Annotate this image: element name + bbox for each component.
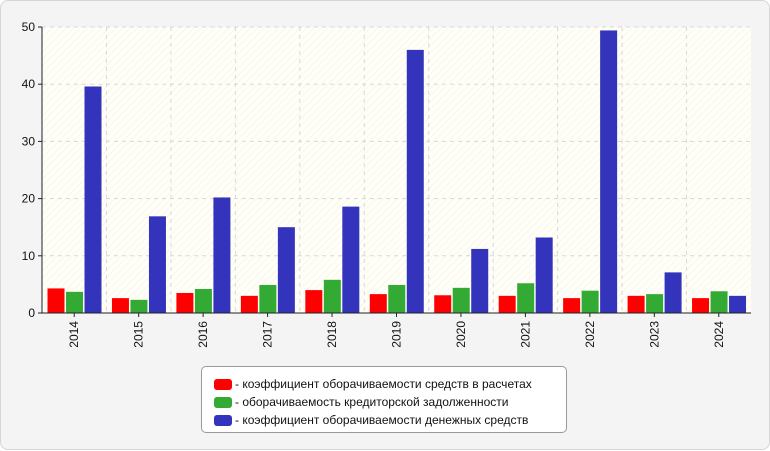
bar <box>176 292 194 313</box>
legend-item-settlements: - коэффициент оборачиваемости средств в … <box>214 375 566 393</box>
bar <box>664 272 682 313</box>
x-tick-label: 2018 <box>325 321 339 348</box>
x-tick-label: 2022 <box>583 321 597 348</box>
x-tick-label: 2019 <box>390 321 404 348</box>
y-tick-label: 40 <box>22 77 36 91</box>
bar <box>406 49 424 313</box>
bar <box>277 227 295 313</box>
x-tick-label: 2021 <box>518 321 532 348</box>
bar <box>581 290 599 313</box>
legend-swatch-blue <box>214 414 232 426</box>
bar <box>646 294 664 313</box>
x-tick-label: 2020 <box>454 321 468 348</box>
x-tick-label: 2015 <box>132 321 146 348</box>
x-tick-label: 2023 <box>647 321 661 348</box>
bar <box>194 288 212 313</box>
bar <box>563 298 581 313</box>
legend-item-payables: - оборачиваемость кредиторской задолженн… <box>214 393 566 411</box>
bar <box>148 216 166 313</box>
y-tick-label: 10 <box>22 249 36 263</box>
x-tick-label: 2017 <box>261 321 275 348</box>
bar <box>111 298 129 313</box>
legend-item-cash: - коэффициент оборачиваемости денежных с… <box>214 411 566 429</box>
bar <box>305 290 323 313</box>
plot-hatching <box>42 27 751 313</box>
y-tick-label: 30 <box>22 134 36 148</box>
bar <box>240 295 258 313</box>
x-tick-label: 2016 <box>196 321 210 348</box>
legend-label: - коэффициент оборачиваемости денежных с… <box>235 413 529 427</box>
legend-swatch-green <box>214 396 232 408</box>
bar <box>342 206 360 313</box>
x-tick-label: 2014 <box>67 321 81 348</box>
bar <box>66 291 83 313</box>
legend-swatch-red <box>214 378 232 390</box>
bar <box>471 248 489 313</box>
bar <box>388 284 406 313</box>
bar <box>434 295 452 313</box>
bar <box>323 279 341 313</box>
y-tick-label: 20 <box>22 192 36 206</box>
bar <box>47 288 65 313</box>
bar <box>452 287 470 313</box>
bar <box>517 283 535 313</box>
bar <box>84 86 102 313</box>
bar <box>535 237 553 313</box>
bar <box>600 30 618 313</box>
bar <box>627 295 645 313</box>
bar <box>259 284 277 313</box>
bar <box>692 298 710 313</box>
bar <box>130 299 148 313</box>
bar <box>729 295 747 313</box>
bar <box>498 295 516 313</box>
bar <box>710 291 728 313</box>
bar <box>213 197 231 313</box>
y-tick-label: 50 <box>22 20 36 34</box>
chart-legend: - коэффициент оборачиваемости средств в … <box>201 366 567 433</box>
legend-label: - коэффициент оборачиваемости средств в … <box>235 377 532 391</box>
legend-label: - оборачиваемость кредиторской задолженн… <box>235 395 509 409</box>
x-tick-label: 2024 <box>712 321 726 348</box>
y-tick-label: 0 <box>28 306 35 320</box>
bar <box>369 294 387 313</box>
